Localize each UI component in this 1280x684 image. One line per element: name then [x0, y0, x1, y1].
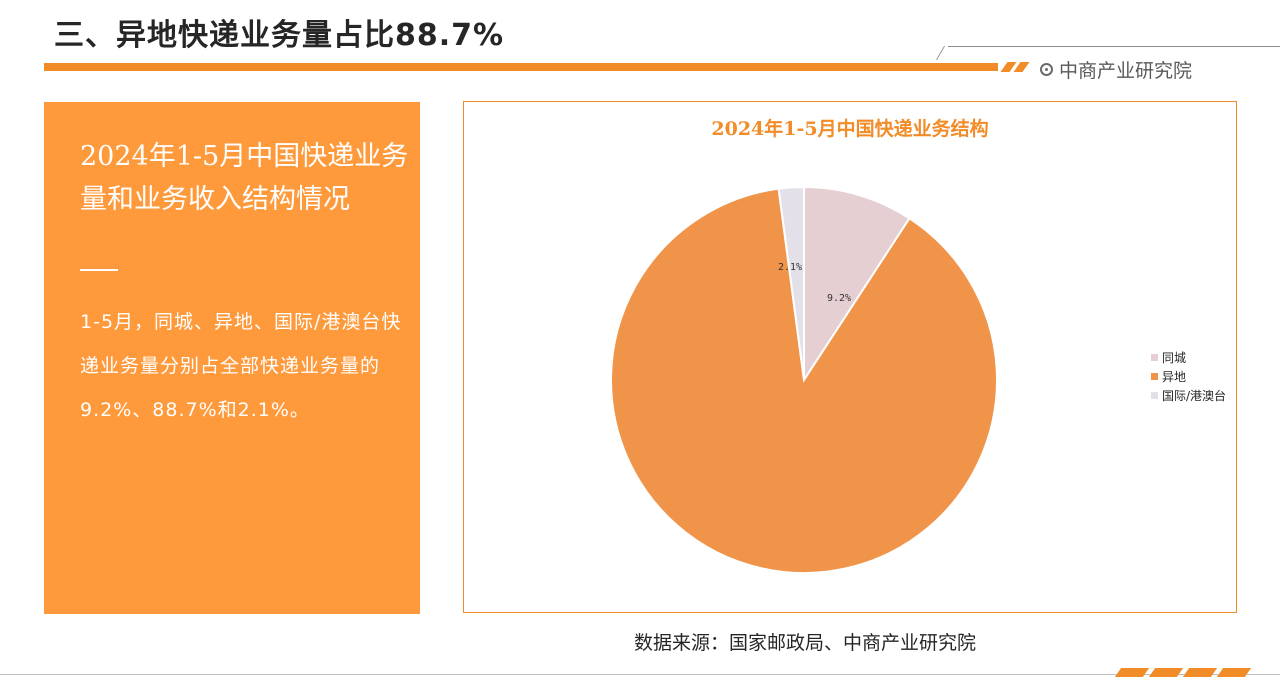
pie-data-label: 9.2%	[827, 293, 851, 304]
summary-panel: 2024年1-5月中国快递业务量和业务收入结构情况 1-5月，同城、异地、国际/…	[44, 102, 420, 614]
title-bar-stripe	[1013, 62, 1030, 72]
footer-stripe	[1114, 668, 1150, 677]
pie-slice-2	[610, 187, 998, 574]
header-divider-slant	[935, 46, 946, 60]
header-divider-line	[948, 46, 1280, 47]
panel-divider	[80, 269, 118, 271]
title-underline-bar	[44, 63, 998, 71]
legend-swatch	[1151, 392, 1158, 399]
brand: 中商产业研究院	[1040, 56, 1192, 83]
legend-swatch	[1151, 354, 1158, 361]
page-title: 三、异地快递业务量占比88.7%	[54, 18, 505, 53]
panel-description: 1-5月，同城、异地、国际/港澳台快递业务量分别占全部快递业务量的9.2%、88…	[80, 311, 402, 421]
legend-item: 同城	[1151, 348, 1226, 367]
footer-stripe	[1148, 668, 1184, 677]
pie-data-label: 2.1%	[778, 262, 802, 273]
legend-label: 国际/港澳台	[1162, 389, 1227, 403]
pie-slice-1	[803, 185, 911, 384]
footer-stripe	[1182, 668, 1218, 677]
data-source: 数据来源：国家邮政局、中商产业研究院	[634, 632, 977, 654]
target-icon	[1040, 63, 1053, 76]
panel-heading: 2024年1-5月中国快递业务量和业务收入结构情况	[80, 141, 409, 215]
chart-legend: 同城异地国际/港澳台	[1151, 348, 1226, 405]
legend-item: 异地	[1151, 367, 1226, 386]
footer-stripe	[1216, 668, 1252, 677]
chart-title: 2024年1-5月中国快递业务结构	[711, 118, 989, 140]
chart-container: 2024年1-5月中国快递业务结构 9.2%88.7%2.1% 同城异地国际/港…	[463, 101, 1237, 613]
brand-name: 中商产业研究院	[1059, 60, 1193, 82]
legend-item: 国际/港澳台	[1151, 386, 1226, 405]
legend-label: 同城	[1162, 351, 1187, 365]
pie-slice-3	[777, 185, 805, 381]
legend-label: 异地	[1162, 370, 1187, 384]
legend-swatch	[1151, 373, 1158, 380]
pie-chart: 9.2%88.7%2.1%	[610, 185, 998, 574]
footer-line	[0, 674, 1280, 675]
